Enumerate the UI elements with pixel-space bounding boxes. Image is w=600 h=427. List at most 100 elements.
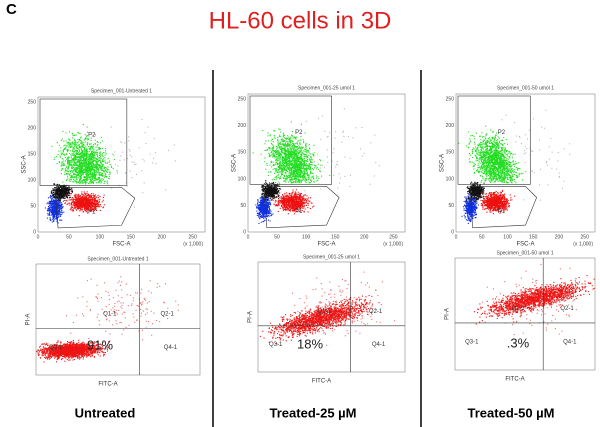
- event-dot: [95, 352, 96, 353]
- event-dot: [80, 183, 81, 184]
- event-dot: [92, 148, 93, 149]
- event-dot: [76, 198, 77, 199]
- event-dot: [82, 194, 83, 195]
- event-dot: [66, 166, 67, 167]
- event-dot: [46, 352, 47, 353]
- event-dot: [58, 151, 59, 152]
- event-dot: [141, 170, 142, 171]
- event-dot: [100, 172, 101, 173]
- event-dot: [102, 161, 103, 162]
- event-dot: [78, 202, 79, 203]
- event-dot: [100, 204, 101, 205]
- event-dot: [79, 139, 80, 140]
- event-dot: [74, 157, 75, 158]
- event-dot: [92, 174, 93, 175]
- event-dot: [69, 144, 70, 145]
- event-dot: [53, 215, 54, 216]
- event-dot: [95, 199, 96, 200]
- event-dot: [73, 170, 74, 171]
- event-dot: [91, 176, 92, 177]
- event-dot: [81, 354, 82, 355]
- event-dot: [81, 180, 82, 181]
- event-dot: [47, 218, 48, 219]
- event-dot: [51, 200, 52, 201]
- event-dot: [66, 146, 67, 147]
- event-dot: [71, 345, 72, 346]
- event-dot: [59, 161, 60, 162]
- event-dot: [54, 208, 55, 209]
- event-dot: [52, 221, 53, 222]
- event-dot: [84, 149, 85, 150]
- event-dot: [81, 148, 82, 149]
- event-dot: [53, 195, 54, 196]
- event-dot: [73, 340, 74, 341]
- event-dot: [69, 205, 70, 206]
- event-dot: [99, 181, 100, 182]
- event-dot: [86, 208, 87, 209]
- event-dot: [53, 212, 54, 213]
- event-dot: [57, 163, 58, 164]
- event-dot: [93, 149, 94, 150]
- event-dot: [62, 191, 63, 192]
- event-dot: [95, 204, 96, 205]
- event-dot: [103, 152, 104, 153]
- event-dot: [75, 196, 76, 197]
- event-dot: [83, 358, 84, 359]
- event-dot: [73, 360, 74, 361]
- event-dot: [79, 150, 80, 151]
- event-dot: [53, 204, 54, 205]
- event-dot: [48, 357, 49, 358]
- event-dot: [90, 154, 91, 155]
- event-dot: [85, 200, 86, 201]
- event-dot: [103, 156, 104, 157]
- event-dot: [64, 203, 65, 204]
- event-dot: [70, 189, 71, 190]
- event-dot: [101, 163, 102, 164]
- event-dot: [88, 168, 89, 169]
- event-dot: [81, 168, 82, 169]
- event-dot: [57, 200, 58, 201]
- event-dot: [59, 145, 60, 146]
- event-dot: [61, 195, 62, 196]
- event-dot: [93, 146, 94, 147]
- event-dot: [113, 168, 114, 169]
- event-dot: [38, 350, 39, 351]
- event-dot: [61, 170, 62, 171]
- event-dot: [78, 177, 79, 178]
- event-dot: [103, 355, 104, 356]
- event-dot: [56, 191, 57, 192]
- event-dot: [92, 151, 93, 152]
- event-dot: [53, 355, 54, 356]
- event-dot: [134, 207, 135, 208]
- event-dot: [51, 201, 52, 202]
- event-dot: [93, 150, 94, 151]
- event-dot: [61, 214, 62, 215]
- event-dot: [72, 192, 73, 193]
- event-dot: [100, 154, 101, 155]
- event-dot: [119, 160, 120, 161]
- event-dot: [95, 172, 96, 173]
- event-dot: [69, 180, 70, 181]
- event-dot: [77, 182, 78, 183]
- event-dot: [93, 158, 94, 159]
- event-dot: [86, 149, 87, 150]
- event-dot: [80, 146, 81, 147]
- event-dot: [69, 356, 70, 357]
- event-dot: [78, 206, 79, 207]
- event-dot: [71, 170, 72, 171]
- event-dot: [51, 198, 52, 199]
- event-dot: [74, 203, 75, 204]
- event-dot: [77, 171, 78, 172]
- event-dot: [102, 165, 103, 166]
- event-dot: [86, 169, 87, 170]
- event-dot: [68, 190, 69, 191]
- event-dot: [68, 149, 69, 150]
- event-dot: [79, 168, 80, 169]
- event-dot: [105, 155, 106, 156]
- event-dot: [44, 343, 45, 344]
- event-dot: [76, 162, 77, 163]
- event-dot: [84, 191, 85, 192]
- event-dot: [71, 162, 72, 163]
- event-dot: [83, 201, 84, 202]
